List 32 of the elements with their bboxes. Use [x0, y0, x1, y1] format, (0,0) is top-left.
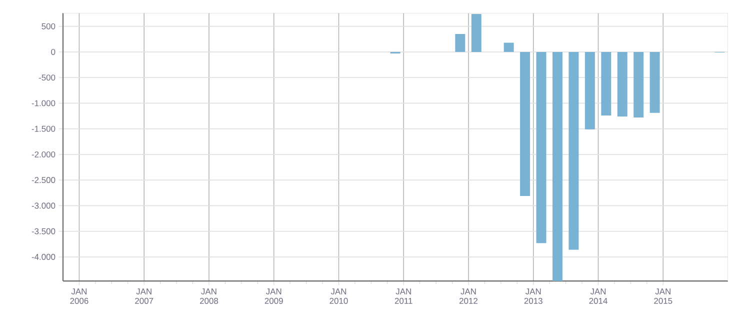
x-tick-label: JAN 2015: [654, 288, 672, 304]
bar: [504, 42, 514, 52]
y-tick-label: -500: [38, 74, 56, 81]
x-tick-label: JAN 2009: [264, 288, 283, 304]
x-tick-label: JAN 2008: [200, 288, 218, 304]
y-tick-label: -3.000: [32, 202, 56, 209]
y-tick-label: 0: [51, 48, 56, 55]
bar: [471, 14, 482, 52]
x-tick-label: JAN 2010: [330, 288, 348, 304]
y-tick-label: -2.000: [32, 151, 56, 158]
bar: [650, 52, 660, 113]
bar: [634, 52, 644, 118]
y-tick-label: -3.500: [32, 228, 56, 234]
x-tick-label: JAN 2011: [394, 288, 412, 304]
x-tick-label: JAN 2012: [459, 288, 478, 304]
bar: [601, 52, 612, 116]
bar: [584, 52, 595, 130]
bar: [536, 52, 546, 244]
y-tick-label: -1.000: [32, 100, 56, 106]
x-tick-label: JAN 2007: [135, 288, 154, 304]
bar: [520, 52, 530, 196]
bar: [552, 52, 562, 281]
y-tick-label: 500: [42, 23, 56, 30]
x-tick-label: JAN 2013: [524, 288, 542, 304]
y-tick-label: -1.500: [32, 126, 56, 132]
bar: [455, 34, 466, 52]
x-tick-label: JAN 2014: [589, 288, 608, 304]
bar: [568, 52, 579, 250]
bar: [617, 52, 628, 117]
y-tick-label: -2.500: [32, 177, 56, 184]
y-tick-label: -4.000: [32, 254, 56, 260]
x-tick-label: JAN 2006: [70, 288, 88, 304]
